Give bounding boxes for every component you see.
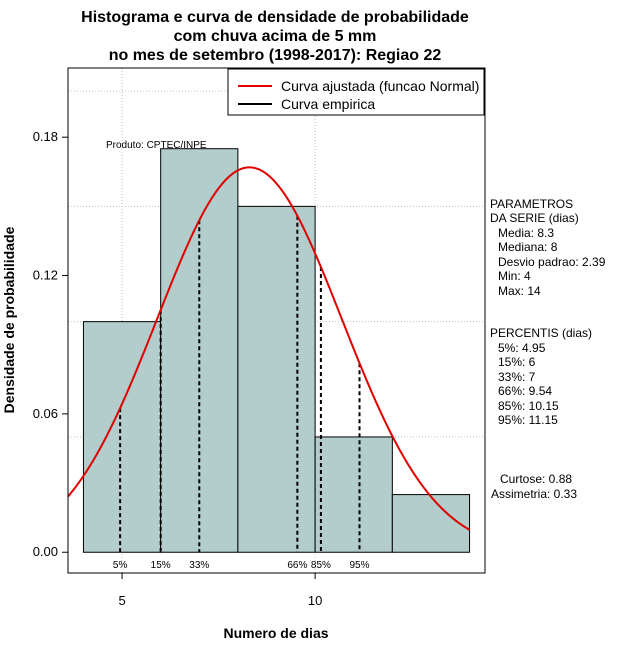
histogram-bar [82,321,162,553]
y-tick-label: 0.00 [33,544,58,559]
histogram-bar [314,436,393,553]
y-tick-label: 0.18 [33,129,58,144]
skewness-text: Assimetria: 0.33 [491,487,577,501]
fitted-normal-curve [67,166,471,531]
chart-title: Histograma e curva de densidade de proba… [81,9,469,64]
shape-statistics: Curtose: 0.88 Assimetria: 0.33 [491,472,577,501]
chart-title-line-3: no mes de setembro (1998-2017): Regiao 2… [109,47,442,64]
params-heading-2: DA SERIE (dias) [490,211,579,225]
chart-title-line-1: Histograma e curva de densidade de proba… [81,9,469,26]
percentile-label: 15% [151,560,171,571]
legend-empirical-label: Curva empirica [281,96,375,112]
y-tick-label: 0.12 [33,268,58,283]
histogram-bar [391,494,471,553]
percentile-label: 66% [287,560,307,571]
percentil-33: 33%: 7 [498,370,536,384]
params-min: Min: 4 [498,269,531,283]
chart-title-line-2: com chuva acima de 5 mm [174,28,377,45]
legend-box [227,68,485,116]
x-tick-label: 5 [118,593,125,608]
params-sd: Desvio padrao: 2.39 [498,255,606,269]
legend-fitted-label: Curva ajustada (funcao Normal) [281,78,479,94]
params-mean: Media: 8.3 [498,226,554,240]
histogram-bar [237,205,316,553]
y-tick-label: 0.06 [33,406,58,421]
percentil-85: 85%: 10.15 [498,399,559,413]
legend: Curva ajustada (funcao Normal) Curva emp… [227,68,485,116]
percentile-label: 33% [189,560,209,571]
normal-curve [67,166,471,531]
kurtosis-text: Curtose: 0.88 [500,472,572,486]
axes: 0.00 0.06 0.12 0.18 5 10 [33,129,323,608]
percentil-15: 15%: 6 [498,355,536,369]
producer-note: Produto: CPTEC/INPE [106,140,207,151]
y-axis-title: Densidade de probabilidade [1,226,17,413]
series-parameters: PARAMETROS DA SERIE (dias) Media: 8.3 Me… [490,197,606,298]
plot-frame [67,67,486,574]
percentil-66: 66%: 9.54 [498,384,552,398]
percentile-label: 95% [350,560,370,571]
percentile-lines: 5% 15% 33% 66% 85% 95% [113,215,370,571]
percentiles-block: PERCENTIS (dias) 5%: 4.95 15%: 6 33%: 7 … [490,326,592,427]
percentil-95: 95%: 11.15 [498,413,558,427]
percentil-5: 5%: 4.95 [498,341,546,355]
histogram-bars [82,148,471,553]
histogram-bar [160,148,239,553]
x-tick-label: 10 [308,593,322,608]
params-median: Mediana: 8 [498,240,558,254]
percentis-heading: PERCENTIS (dias) [490,326,592,340]
x-axis-title: Numero de dias [223,625,328,641]
params-max: Max: 14 [498,284,541,298]
percentile-label: 85% [311,560,331,571]
params-heading-1: PARAMETROS [490,197,573,211]
percentile-label: 5% [113,560,128,571]
